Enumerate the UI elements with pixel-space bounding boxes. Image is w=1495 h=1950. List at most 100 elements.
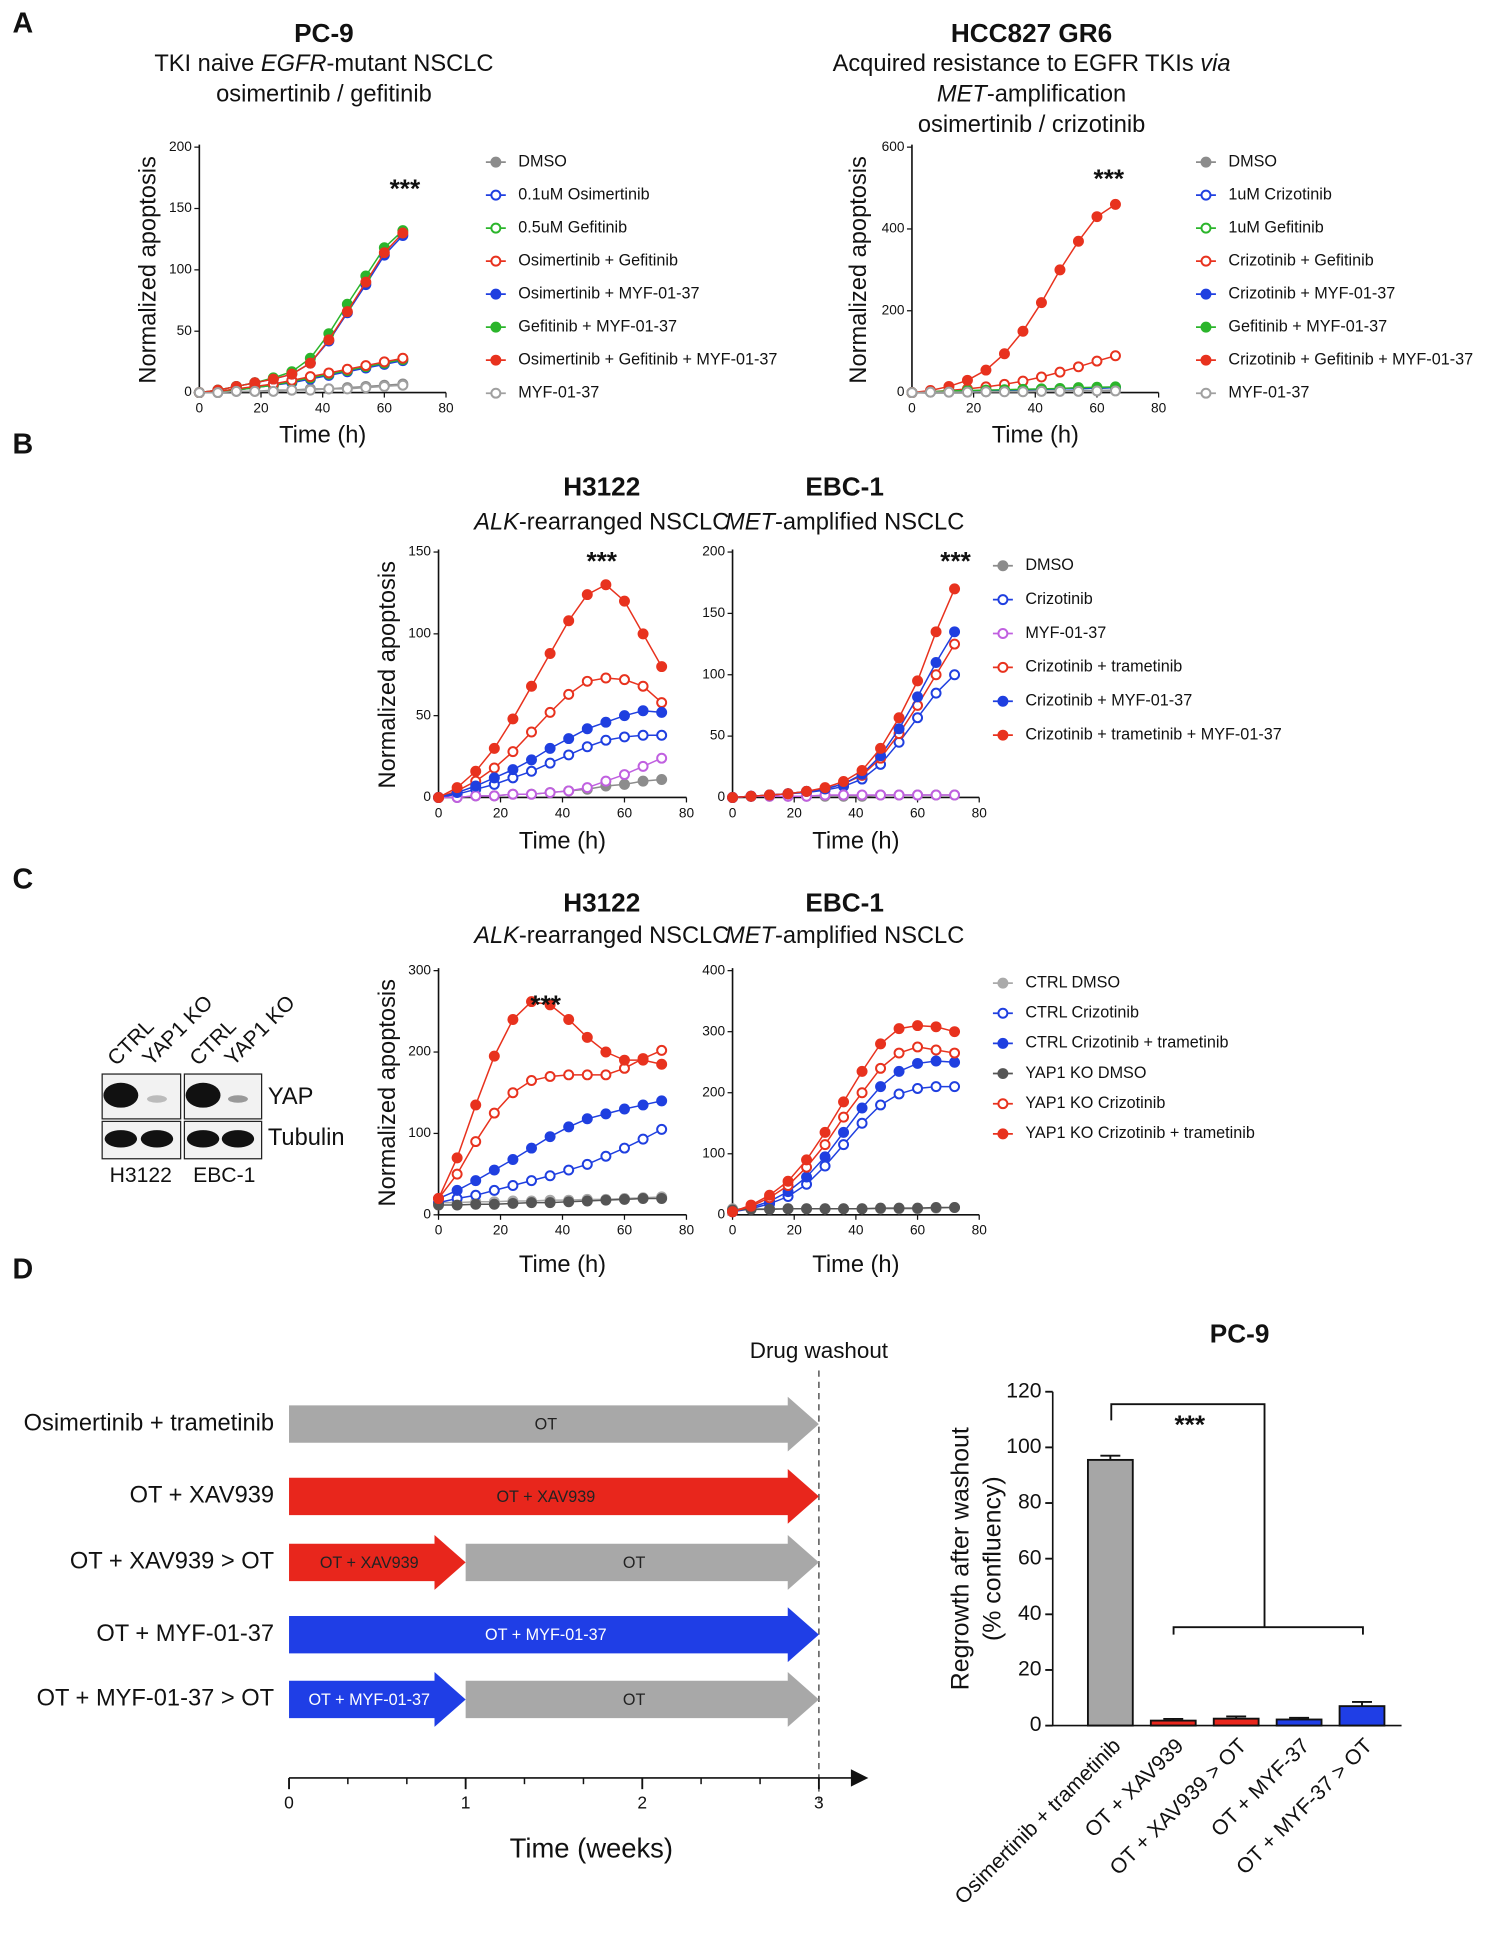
data-point — [304, 384, 316, 396]
x-tick-label: 40 — [848, 1223, 864, 1238]
chart-title: EBC-1 — [805, 471, 883, 501]
data-point — [930, 1021, 942, 1033]
data-point — [507, 1087, 519, 1099]
x-tick-label: 80 — [679, 1223, 695, 1238]
x-tick-label: 40 — [315, 400, 331, 415]
legend-marker — [1200, 222, 1212, 234]
data-point — [1054, 264, 1066, 276]
data-point — [600, 734, 612, 746]
x-tick-label: 20 — [253, 400, 269, 415]
chart-subtitle: MET-amplified NSCLC — [725, 510, 964, 536]
subtitle-part: osimertinib / crizotinib — [918, 112, 1145, 138]
data-point — [656, 752, 668, 764]
legend-marker — [490, 189, 502, 201]
x-tick-label: 0 — [729, 1223, 737, 1238]
data-point — [893, 1023, 905, 1035]
legend-label: CTRL Crizotinib — [1025, 1004, 1139, 1022]
legend-marker — [997, 594, 1009, 606]
data-point — [526, 1075, 537, 1087]
legend-marker — [997, 977, 1009, 989]
bar — [1338, 1705, 1386, 1727]
x-tick-label: 60 — [1089, 400, 1105, 415]
data-point — [341, 383, 353, 395]
data-point — [470, 1175, 482, 1187]
x-axis-label: Time (h) — [519, 1252, 606, 1278]
legend-marker — [997, 628, 1009, 639]
data-point — [581, 1069, 593, 1081]
chart-title: EBC-1 — [805, 888, 883, 918]
data-point — [637, 775, 649, 787]
data-point — [912, 675, 924, 687]
legend-label: 0.1uM Osimertinib — [518, 185, 649, 203]
data-point — [526, 1175, 537, 1187]
data-point — [656, 1095, 668, 1107]
data-point — [656, 729, 668, 741]
data-point — [949, 789, 961, 801]
legend-label: YAP1 KO Crizotinib — [1025, 1094, 1165, 1112]
western-blot: CTRL YAP1 KO CTRL YAP1 KO YAP Tubulin H3… — [101, 991, 345, 1187]
x-tick-label: 40 — [848, 805, 864, 820]
data-point — [507, 1153, 519, 1165]
data-point — [544, 1070, 556, 1082]
data-point — [819, 782, 831, 794]
data-point — [745, 1199, 757, 1211]
data-point — [600, 716, 612, 728]
data-point — [618, 674, 630, 686]
data-point — [1054, 366, 1066, 378]
legend-label: Crizotinib + trametinib — [1025, 658, 1182, 676]
legend-marker — [490, 354, 502, 366]
legend-marker — [997, 560, 1009, 572]
data-point — [856, 1117, 868, 1129]
x-tick-label: 20 — [966, 400, 982, 415]
data-point — [949, 1056, 961, 1068]
data-point — [488, 1184, 500, 1196]
data-point — [488, 1050, 500, 1062]
data-point — [581, 741, 593, 753]
data-point — [267, 373, 279, 385]
data-point — [544, 742, 556, 754]
legend-marker — [997, 695, 1009, 707]
x-tick-label: 1 — [461, 1793, 471, 1813]
legend-marker — [997, 1037, 1009, 1049]
y-axis-label: Normalized apoptosis — [846, 156, 872, 383]
x-tick-label: 40 — [1028, 400, 1044, 415]
data-point — [1109, 198, 1121, 210]
data-point — [304, 357, 316, 369]
data-point — [875, 789, 887, 801]
data-point — [488, 762, 500, 774]
data-point — [930, 789, 942, 801]
data-point — [930, 1044, 942, 1056]
data-point — [341, 306, 353, 318]
subtitle-part: Acquired resistance to EGFR TKIs — [833, 51, 1201, 77]
data-point — [507, 788, 519, 800]
data-point — [451, 1152, 463, 1164]
chart-subtitle: TKI naive EGFR-mutant NSCLC — [154, 51, 493, 77]
data-point — [949, 1047, 961, 1059]
axis-arrowhead — [850, 1769, 869, 1787]
y-tick-label: 0 — [423, 1206, 431, 1221]
y-tick-label: 100 — [408, 625, 431, 640]
y-tick-label: 20 — [1018, 1658, 1042, 1681]
band — [227, 1095, 248, 1103]
data-point — [488, 1107, 500, 1119]
legend-label: CTRL Crizotinib + trametinib — [1025, 1034, 1228, 1052]
legend-marker — [490, 387, 502, 399]
data-point — [526, 996, 537, 1008]
data-point — [600, 1150, 612, 1162]
x-tick-label: 0 — [729, 805, 737, 820]
axis-line — [1051, 1391, 1402, 1727]
legend-label: CTRL DMSO — [1025, 973, 1120, 991]
data-point — [949, 626, 961, 638]
data-point — [618, 1142, 630, 1154]
legend-label: DMSO — [1025, 556, 1074, 574]
y-tick-label: 60 — [1018, 1546, 1042, 1569]
data-point — [544, 787, 556, 799]
legend-marker — [997, 661, 1009, 673]
data-point — [961, 374, 973, 386]
x-tick-label: 60 — [617, 805, 633, 820]
data-point — [600, 775, 612, 787]
data-point — [838, 1203, 850, 1215]
data-point — [618, 778, 630, 790]
legend-label: MYF-01-37 — [1228, 383, 1309, 401]
data-point — [360, 382, 372, 394]
